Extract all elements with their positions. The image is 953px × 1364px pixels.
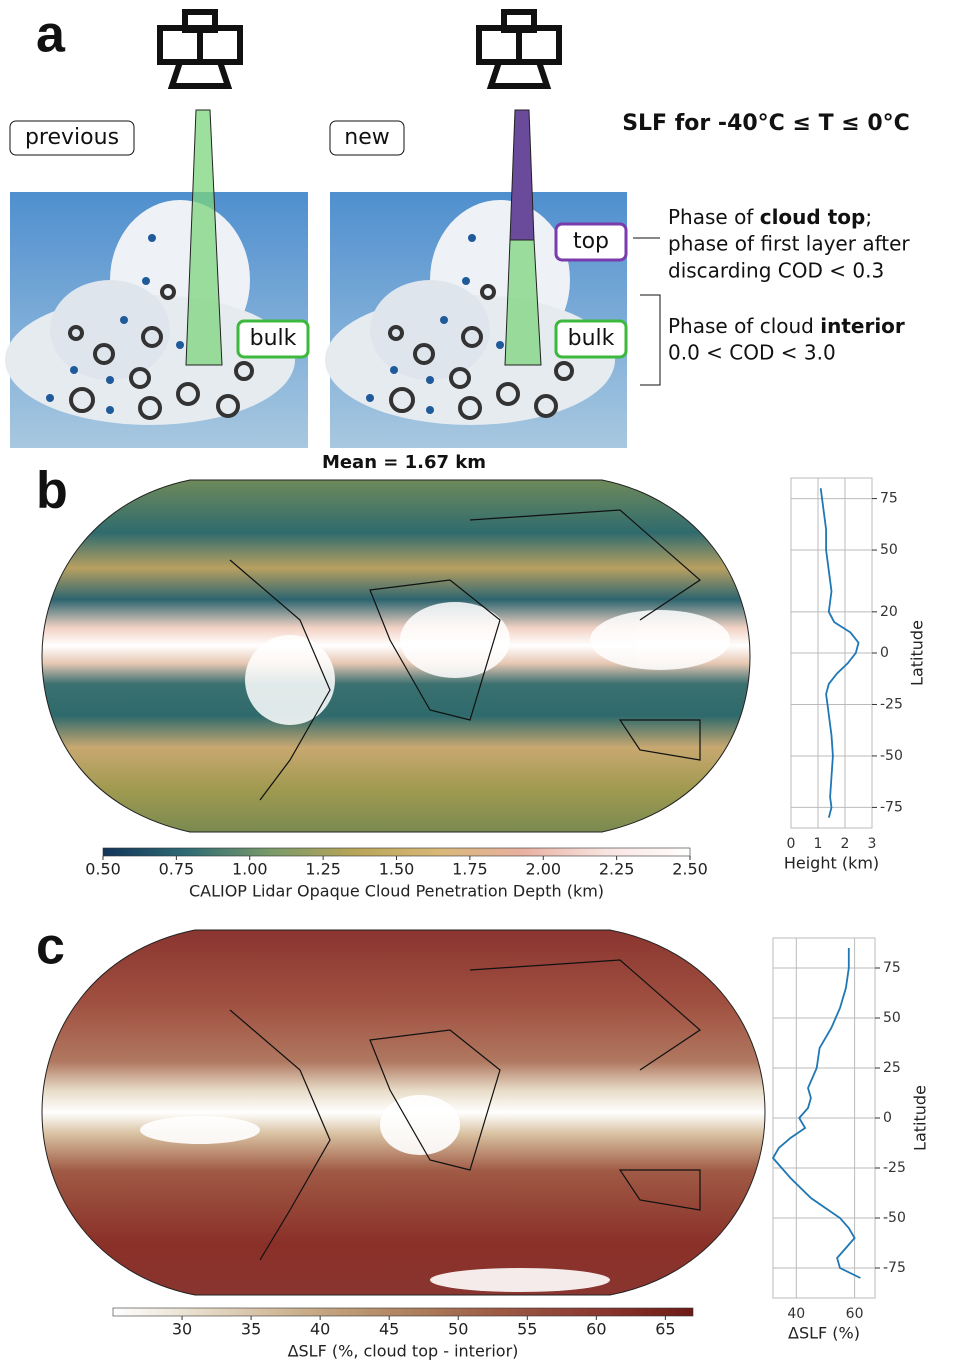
y-tick-label: 25 [883, 1060, 901, 1076]
y-tick-label: -75 [883, 1260, 906, 1276]
note: Phase of cloud interior [668, 314, 905, 338]
colorbar-label: ΔSLF (%, cloud top - interior) [288, 1342, 519, 1361]
x-tick-label: 1.25 [305, 860, 341, 879]
x-tick-label: 3 [868, 836, 877, 852]
bulk-label: bulk [250, 326, 297, 351]
scene-left [5, 110, 308, 448]
x-tick-label: 40 [787, 1306, 805, 1322]
colorbar [103, 848, 690, 856]
x-tick-label: 65 [655, 1320, 675, 1339]
y-tick-label: 20 [880, 604, 898, 620]
note-part: Phase of cloud [668, 314, 820, 338]
y-tick-label: 75 [880, 491, 898, 507]
x-tick-label: 2 [841, 836, 850, 852]
x-tick-label: 2.25 [599, 860, 635, 879]
figure: a previous new SLF for -40°C ≤ T ≤ 0°C b… [0, 0, 953, 1364]
x-tick-label: 0 [787, 836, 796, 852]
panel-label: c [36, 918, 65, 976]
x-tick-label: 0.75 [159, 860, 195, 879]
tag: new [344, 125, 389, 150]
x-tick-label: 60 [846, 1306, 864, 1322]
x-tick-label: 1.50 [379, 860, 415, 879]
note-part: ; [865, 205, 872, 229]
x-tick-label: 60 [586, 1320, 606, 1339]
scene-right [325, 110, 627, 448]
note-part: cloud top [760, 205, 866, 229]
panel-label: b [36, 462, 68, 520]
map-title: Mean = 1.67 km [322, 452, 486, 473]
note: 0.0 < COD < 3.0 [668, 341, 836, 365]
x-axis-label: Height (km) [784, 854, 879, 873]
y-tick-label: -25 [883, 1160, 906, 1176]
note: Phase of cloud top; [668, 205, 872, 229]
y-tick-label: -75 [880, 799, 903, 815]
satellite-icons [160, 12, 559, 86]
x-tick-label: 30 [172, 1320, 192, 1339]
y-tick-label: 50 [883, 1010, 901, 1026]
colorbar [113, 1308, 693, 1316]
note-part: interior [820, 314, 905, 338]
colorbar-label: CALIOP Lidar Opaque Cloud Penetration De… [189, 882, 604, 901]
x-tick-label: 1.75 [452, 860, 488, 879]
y-tick-label: 0 [880, 645, 889, 661]
panel-label: a [36, 6, 66, 64]
x-tick-label: 0.50 [85, 860, 121, 879]
bracket [640, 295, 660, 385]
panel-title: SLF for -40°C ≤ T ≤ 0°C [622, 111, 910, 136]
note: phase of first layer after [668, 232, 910, 256]
x-tick-label: 2.50 [672, 860, 708, 879]
top-label: top [573, 229, 609, 254]
line [773, 948, 860, 1278]
x-tick-label: 40 [310, 1320, 330, 1339]
x-tick-label: 2.00 [525, 860, 561, 879]
y-axis-label: Latitude [911, 1085, 930, 1151]
x-tick-label: 35 [241, 1320, 261, 1339]
note: discarding COD < 0.3 [668, 259, 884, 283]
x-tick-label: 1.00 [232, 860, 268, 879]
x-tick-label: 1 [814, 836, 823, 852]
y-tick-label: -50 [883, 1210, 906, 1226]
x-tick-label: 50 [448, 1320, 468, 1339]
y-axis-label: Latitude [908, 620, 927, 686]
x-tick-label: 45 [379, 1320, 399, 1339]
x-tick-label: 55 [517, 1320, 537, 1339]
y-tick-label: -25 [880, 696, 903, 712]
y-tick-label: -50 [880, 748, 903, 764]
tag: previous [25, 125, 119, 150]
note-part: Phase of [668, 205, 760, 229]
y-tick-label: 75 [883, 960, 901, 976]
bulk-label: bulk [568, 326, 615, 351]
y-tick-label: 50 [880, 542, 898, 558]
y-tick-label: 0 [883, 1110, 892, 1126]
x-axis-label: ΔSLF (%) [788, 1324, 860, 1343]
